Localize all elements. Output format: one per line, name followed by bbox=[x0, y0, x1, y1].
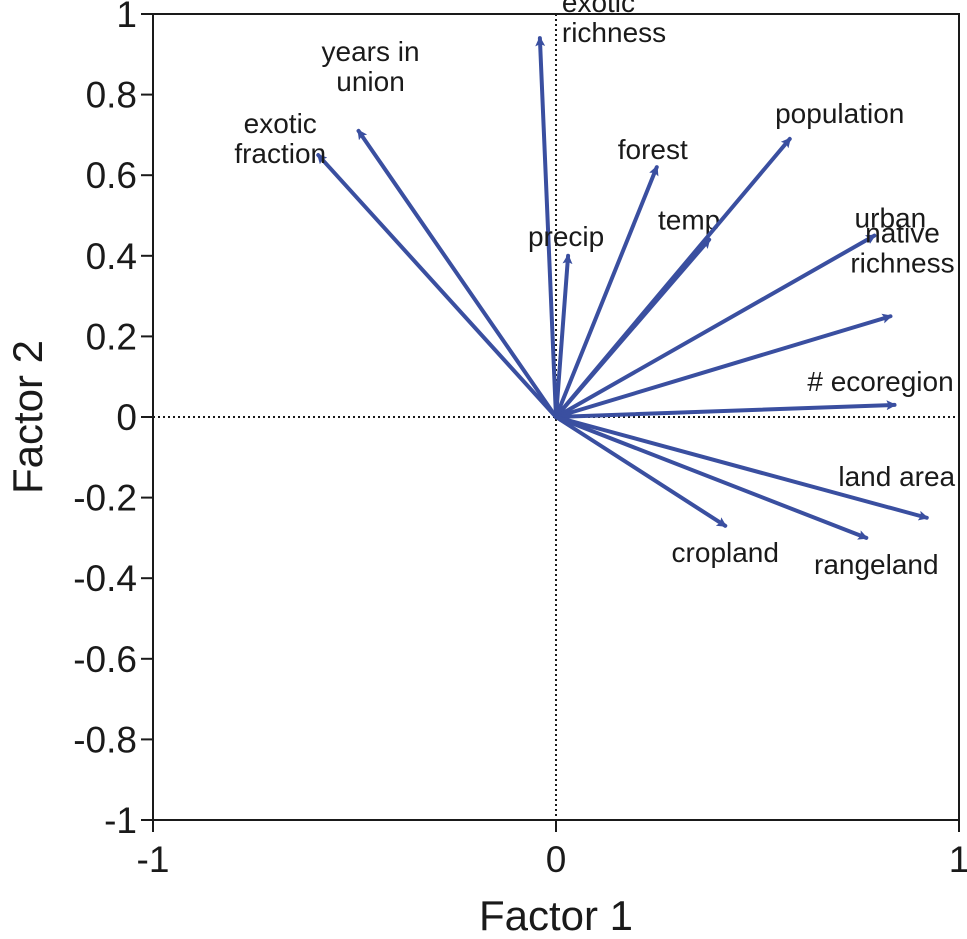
arrow-label: fraction bbox=[234, 138, 326, 169]
axis-ticks: 1 0.8 0.6 0.4 0.2 0 -0.2 -0.4 -0.6 -0.8 -1-1 0 1 bbox=[73, 0, 967, 880]
arrow-label: precip bbox=[528, 221, 604, 252]
arrow-label: richness bbox=[850, 247, 954, 278]
x-tick-label: 1 bbox=[949, 839, 967, 880]
arrow-label: rangeland bbox=[814, 549, 939, 580]
arrow-label: exotic bbox=[244, 108, 317, 139]
loading-arrow bbox=[556, 405, 895, 417]
x-tick-label: 0 bbox=[546, 839, 567, 880]
arrow-label: cropland bbox=[672, 537, 779, 568]
y-tick-label: 0.2 bbox=[86, 316, 137, 357]
arrow-label: population bbox=[775, 98, 904, 129]
arrow-label: years in bbox=[322, 36, 420, 67]
arrow-label: # ecoregion bbox=[807, 366, 953, 397]
y-tick-label: -0.8 bbox=[73, 719, 137, 760]
loading-arrow bbox=[359, 131, 556, 417]
loading-arrow bbox=[318, 155, 556, 417]
y-tick-label: -1 bbox=[104, 800, 137, 841]
arrow-label: forest bbox=[618, 134, 688, 165]
loading-arrow bbox=[556, 417, 866, 538]
y-axis-title: Factor 2 bbox=[4, 340, 51, 494]
x-axis-title: Factor 1 bbox=[479, 892, 633, 939]
x-tick-label: -1 bbox=[137, 839, 170, 880]
loading-arrow bbox=[556, 167, 657, 417]
arrow-label: native bbox=[865, 217, 940, 248]
arrow-label: union bbox=[336, 66, 405, 97]
y-tick-label: 1 bbox=[116, 0, 137, 35]
arrow-label: exotic bbox=[562, 0, 635, 18]
loading-arrow bbox=[556, 139, 790, 417]
y-tick-label: 0 bbox=[116, 397, 137, 438]
arrow-label: land area bbox=[838, 461, 955, 492]
y-tick-label: -0.4 bbox=[73, 558, 137, 599]
y-tick-label: 0.8 bbox=[86, 75, 137, 116]
y-tick-label: -0.2 bbox=[73, 478, 137, 519]
y-tick-label: 0.4 bbox=[86, 236, 137, 277]
arrow-label: richness bbox=[562, 17, 666, 48]
y-tick-label: 0.6 bbox=[86, 155, 137, 196]
y-tick-label: -0.6 bbox=[73, 639, 137, 680]
